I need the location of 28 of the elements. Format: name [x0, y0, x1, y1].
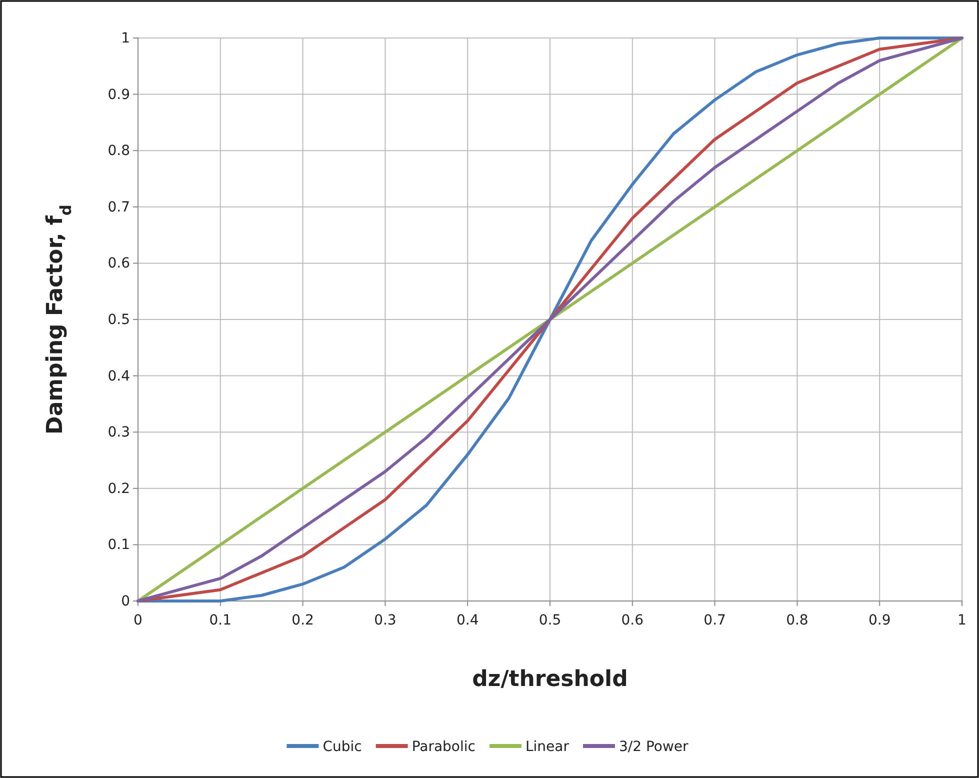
x-tick-label: 0.8 [786, 612, 808, 628]
legend-label: Parabolic [412, 739, 476, 755]
x-tick-label: 0.9 [868, 612, 891, 628]
x-tick-label: 1 [958, 612, 966, 628]
x-tick-label: 0.1 [209, 612, 232, 628]
y-tick-label: 0.3 [108, 424, 130, 441]
y-tick-label: 0.6 [108, 256, 130, 272]
y-tick-label: 0 [121, 593, 130, 610]
y-tick-label: 1 [121, 30, 130, 46]
line-series [136, 36, 964, 602]
legend-label: 3/2 Power [618, 739, 689, 755]
x-axis-title: dz/threshold [472, 667, 628, 692]
x-tick-label: 0 [134, 612, 142, 628]
x-tick-label: 0.5 [538, 612, 562, 628]
x-tick-label: 0.6 [621, 612, 644, 628]
x-tick-label: 0.7 [704, 612, 726, 628]
y-tick-label: 0.9 [108, 86, 130, 103]
x-tick-label: 0.4 [456, 612, 479, 628]
y-tick-label: 0.7 [108, 199, 130, 216]
x-tick-label: 0.3 [374, 612, 396, 628]
y-tick-label: 0.4 [108, 368, 130, 384]
legend-label: Linear [525, 739, 570, 755]
x-tick-label: 0.2 [292, 612, 314, 628]
legend-label: Cubic [322, 739, 362, 755]
y-tick-label: 0.1 [108, 537, 130, 554]
y-tick-label: 0.5 [108, 312, 130, 328]
y-tick-label: 0.8 [108, 143, 130, 160]
y-tick-label: 0.2 [108, 480, 130, 497]
